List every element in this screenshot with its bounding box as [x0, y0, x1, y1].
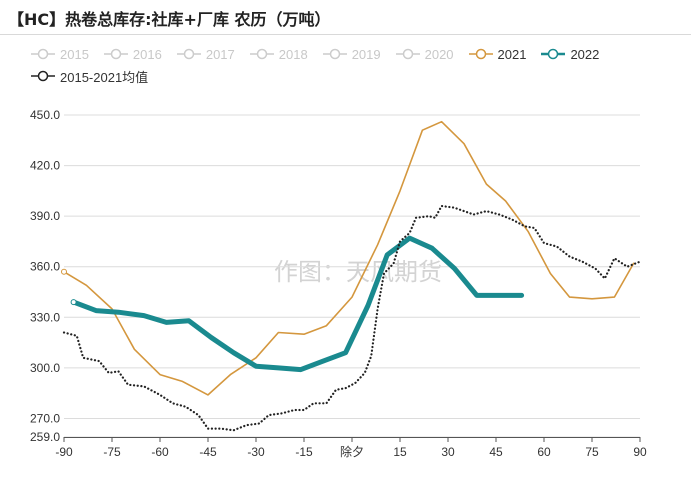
legend-label: 2017 — [205, 46, 235, 62]
legend-item-2016[interactable]: 2016 — [103, 43, 162, 65]
legend-label: 2019 — [351, 46, 381, 62]
y-tick-label: 300.0 — [30, 361, 60, 375]
legend-marker-icon — [541, 48, 566, 60]
x-tick-label: -45 — [199, 445, 217, 459]
series-line-2021 — [63, 120, 635, 396]
legend-item-2021[interactable]: 2021 — [468, 43, 527, 65]
legend-label: 2015 — [60, 46, 89, 62]
chart-title: 【HC】热卷总库存:社库+厂库 农历（万吨） — [8, 10, 331, 29]
y-tick-label: 360.0 — [30, 260, 60, 274]
legend: 2015 2016 2017 2018 2019 2020 2021 2022 2015-202… — [30, 43, 685, 87]
legend-label: 2020 — [424, 46, 454, 62]
legend-item-2020[interactable]: 2020 — [395, 43, 454, 65]
y-tick-label: 259.0 — [30, 430, 60, 444]
y-tick-label: 390.0 — [30, 209, 60, 223]
x-tick-label: 90 — [633, 445, 647, 459]
legend-item-2018[interactable]: 2018 — [249, 43, 308, 65]
x-tick-label: -60 — [151, 445, 169, 459]
legend-marker-icon — [468, 48, 493, 60]
x-tick-label: 45 — [489, 445, 503, 459]
legend-item-2017[interactable]: 2017 — [176, 43, 235, 65]
series-line-2015-2021均值 — [62, 204, 642, 432]
x-tick-label: 除夕 — [340, 444, 364, 459]
legend-label: 2022 — [570, 46, 600, 62]
x-tick-label: 30 — [441, 445, 455, 459]
legend-marker-icon — [249, 48, 274, 60]
series-point-2022 — [70, 299, 77, 306]
y-tick-label: 330.0 — [30, 310, 60, 324]
series-line-2022 — [71, 235, 525, 373]
legend-label: 2021 — [497, 46, 527, 62]
legend-item-2022[interactable]: 2022 — [540, 43, 599, 65]
y-tick-label: 270.0 — [30, 411, 60, 425]
legend-marker-icon — [31, 70, 55, 82]
legend-label: 2016 — [132, 46, 162, 62]
title-divider — [0, 34, 691, 35]
legend-marker-icon — [103, 48, 128, 60]
x-tick-label: -15 — [295, 445, 313, 459]
series-point-2021 — [61, 268, 67, 275]
y-tick-label: 450.0 — [30, 108, 60, 122]
x-tick-label: 15 — [393, 445, 407, 459]
x-tick-label: -75 — [103, 445, 121, 459]
watermark: 作图：天风期货 — [274, 259, 442, 286]
legend-marker-icon — [395, 48, 420, 60]
legend-item-2019[interactable]: 2019 — [322, 43, 381, 65]
x-tick-label: -90 — [55, 445, 73, 459]
legend-marker-icon — [176, 48, 201, 60]
x-tick-label: 75 — [585, 445, 599, 459]
legend-label: 2018 — [278, 46, 308, 62]
legend-item-2015-2021均值[interactable]: 2015-2021均值 — [30, 65, 148, 87]
legend-marker-icon — [31, 48, 55, 60]
x-tick-label: -30 — [247, 445, 265, 459]
legend-item-2015[interactable]: 2015 — [30, 43, 89, 65]
y-tick-label: 420.0 — [30, 159, 60, 173]
legend-marker-icon — [322, 48, 347, 60]
x-tick-label: 60 — [537, 445, 551, 459]
legend-label: 2015-2021均值 — [60, 69, 149, 85]
